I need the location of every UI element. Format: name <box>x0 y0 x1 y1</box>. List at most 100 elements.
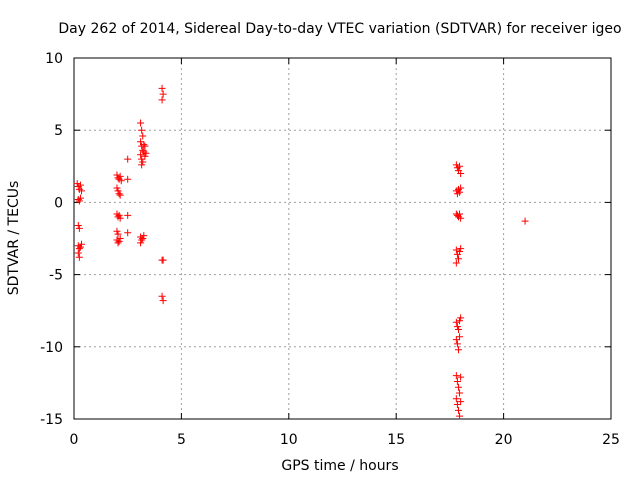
data-point <box>453 377 461 385</box>
data-point <box>75 197 83 205</box>
y-tick-label: 10 <box>45 51 63 67</box>
axis-ticks: 0 5 10 15 20 25 10 5 0 -5 -10 -15 <box>40 51 620 448</box>
data-point <box>158 292 166 300</box>
data-point <box>124 211 132 219</box>
y-axis-label: SDTVAR / TECUs <box>6 181 22 296</box>
data-point <box>457 214 465 222</box>
gridlines <box>74 58 611 419</box>
data-point <box>141 152 149 160</box>
x-tick-label: 5 <box>177 432 186 448</box>
x-axis-label: GPS time / hours <box>281 458 398 474</box>
data-point <box>453 401 461 409</box>
data-point <box>74 222 82 230</box>
data-point <box>452 318 460 326</box>
data-point <box>452 161 460 169</box>
y-tick-label: -5 <box>49 268 63 284</box>
data-point <box>114 187 122 195</box>
chart-title: Day 262 of 2014, Sidereal Day-to-day VTE… <box>58 21 621 37</box>
data-point <box>456 162 464 170</box>
data-point <box>142 149 150 157</box>
data-point <box>457 398 465 406</box>
data-point <box>456 389 464 397</box>
data-point <box>78 187 86 195</box>
data-point <box>456 317 464 325</box>
data-point <box>73 180 81 188</box>
data-point <box>137 119 145 127</box>
data-point <box>140 232 148 240</box>
data-point <box>138 161 146 169</box>
data-point <box>139 132 147 140</box>
data-point <box>456 210 464 218</box>
data-point <box>452 372 460 380</box>
data-point <box>452 246 460 254</box>
data-point <box>456 247 464 255</box>
data-point <box>138 236 146 244</box>
data-point <box>454 346 462 354</box>
data-point <box>159 297 167 305</box>
data-point <box>75 245 83 253</box>
data-point <box>78 240 86 248</box>
data-point <box>159 256 167 264</box>
data-point <box>452 259 460 267</box>
plot-frame <box>73 57 612 420</box>
data-point <box>75 224 83 232</box>
data-point <box>75 253 83 261</box>
data-point <box>456 412 464 420</box>
y-tick-label: 0 <box>54 195 63 211</box>
data-point <box>141 142 149 150</box>
data-point <box>158 96 166 104</box>
x-tick-label: 0 <box>70 432 79 448</box>
data-point <box>453 340 461 348</box>
data-point <box>452 395 460 403</box>
data-point <box>521 217 529 225</box>
data-point <box>117 177 125 185</box>
data-point <box>113 171 121 179</box>
x-tick-label: 20 <box>495 432 513 448</box>
data-point <box>76 243 84 251</box>
data-point <box>137 151 145 159</box>
data-point <box>453 323 461 331</box>
data-point <box>457 245 465 253</box>
data-point <box>116 214 124 222</box>
y-tick-label: 5 <box>54 123 63 139</box>
data-point <box>138 126 146 134</box>
data-point <box>74 249 82 257</box>
data-point <box>113 184 121 192</box>
data-point <box>159 90 167 98</box>
data-point <box>452 336 460 344</box>
data-point <box>457 314 465 322</box>
data-point <box>457 184 465 192</box>
data-point <box>124 175 132 183</box>
data-point <box>113 227 121 235</box>
data-point <box>116 172 124 180</box>
x-tick-label: 15 <box>387 432 405 448</box>
data-point <box>114 239 122 247</box>
data-point <box>139 146 147 154</box>
data-point <box>140 141 148 149</box>
data-point <box>454 325 462 333</box>
data-point <box>115 190 123 198</box>
data-point <box>456 188 464 196</box>
data-points <box>73 84 529 420</box>
y-tick-label: -10 <box>40 340 63 356</box>
data-point <box>124 229 132 237</box>
data-point <box>76 194 84 202</box>
data-point <box>115 211 123 219</box>
data-point <box>457 170 465 178</box>
data-point <box>158 84 166 92</box>
data-point <box>137 239 145 247</box>
data-point <box>116 191 124 199</box>
data-point <box>456 333 464 341</box>
data-point <box>457 373 465 381</box>
data-point <box>454 255 462 263</box>
data-point <box>139 158 147 166</box>
data-point <box>139 235 147 242</box>
data-point <box>115 237 123 245</box>
y-tick-label: -15 <box>40 412 63 428</box>
data-point <box>137 138 145 146</box>
data-point <box>454 406 462 414</box>
data-point <box>76 181 84 189</box>
data-point <box>454 383 462 391</box>
x-tick-label: 10 <box>280 432 298 448</box>
